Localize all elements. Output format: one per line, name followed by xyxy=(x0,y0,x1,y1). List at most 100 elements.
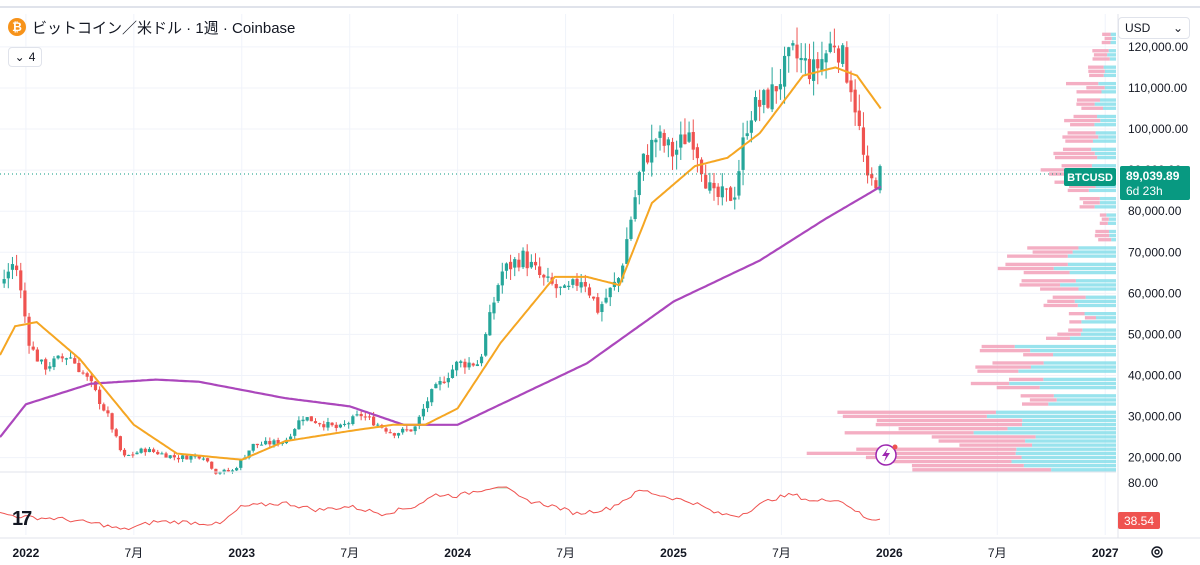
candle-body xyxy=(330,422,334,426)
volume-profile-up-bar xyxy=(1106,213,1116,217)
volume-profile-down-bar xyxy=(977,369,1019,373)
volume-profile-up-bar xyxy=(1088,188,1116,193)
candle-body xyxy=(77,363,81,373)
symbol-header[interactable]: ₿ ビットコイン／米ドル · 1週 · Coinbase xyxy=(8,16,295,38)
volume-profile-down-bar xyxy=(806,451,1016,456)
candle-body xyxy=(143,448,147,453)
indicators-toggle-button[interactable]: ⌄ 4 xyxy=(8,47,42,67)
candle-body xyxy=(641,153,646,172)
volume-profile-up-bar xyxy=(1078,287,1116,291)
volume-profile-up-bar xyxy=(1018,369,1116,373)
volume-profile-down-bar xyxy=(1081,106,1104,110)
candle-body xyxy=(699,159,704,175)
candle-body xyxy=(475,364,479,367)
chevron-down-icon: ⌄ xyxy=(1172,21,1183,35)
candle-body xyxy=(268,441,272,445)
volume-profile-up-bar xyxy=(1025,439,1116,443)
volume-profile-up-bar xyxy=(1091,147,1116,152)
volume-profile-down-bar xyxy=(1079,205,1095,209)
candle-body xyxy=(741,137,745,170)
candle-body xyxy=(517,259,521,268)
volume-profile-up-bar xyxy=(1103,106,1116,110)
ticker-tag-bg xyxy=(1064,168,1116,186)
x-tick-label: 2026 xyxy=(876,546,903,560)
candle-body xyxy=(363,416,367,418)
candle-body xyxy=(708,182,712,191)
candle-body xyxy=(251,443,255,451)
candle-body xyxy=(616,278,621,283)
volume-profile-down-bar xyxy=(938,439,1026,443)
volume-profile-up-bar xyxy=(1099,201,1116,205)
candle-body xyxy=(334,424,338,428)
volume-profile-down-bar xyxy=(887,459,1012,464)
volume-profile-down-bar xyxy=(1098,238,1112,242)
candle-body xyxy=(135,452,139,455)
volume-profile-up-bar xyxy=(1099,196,1116,201)
candle-body xyxy=(35,349,39,362)
volume-profile-down-bar xyxy=(1083,201,1100,205)
candle-body xyxy=(562,285,567,288)
volume-profile-up-bar xyxy=(1043,361,1116,365)
candle-body xyxy=(218,472,222,474)
candle-body xyxy=(737,171,741,196)
candle-body xyxy=(222,469,226,473)
volume-profile-up-bar xyxy=(1095,131,1116,135)
candle-body xyxy=(687,132,691,142)
volume-profile-down-bar xyxy=(975,365,1031,369)
volume-profile-up-bar xyxy=(1078,246,1116,250)
candle-body xyxy=(787,47,791,57)
candle-body xyxy=(372,416,376,426)
y-tick-label: 70,000.00 xyxy=(1128,245,1182,259)
y-tick-label: 120,000.00 xyxy=(1128,40,1188,54)
candle-body xyxy=(297,420,301,430)
volume-profile-up-bar xyxy=(1108,49,1116,53)
volume-profile-up-bar xyxy=(1081,320,1116,324)
volume-profile-up-bar xyxy=(1107,221,1116,225)
volume-profile-up-bar xyxy=(1015,451,1116,456)
x-tick-label: 7月 xyxy=(988,546,1007,560)
candle-body xyxy=(15,265,19,271)
candle-body xyxy=(504,263,509,271)
settings-gear-icon[interactable] xyxy=(1148,543,1166,561)
candle-body xyxy=(347,423,351,425)
candle-body xyxy=(488,312,492,336)
candle-body xyxy=(430,389,434,403)
volume-profile-down-bar xyxy=(992,361,1044,365)
candle-body xyxy=(396,433,401,436)
candle-body xyxy=(870,174,874,179)
volume-profile-down-bar xyxy=(970,381,1010,386)
candle-body xyxy=(592,296,596,299)
volume-profile-up-bar xyxy=(1056,398,1116,402)
volume-profile-down-bar xyxy=(981,344,1015,349)
volume-profile-up-bar xyxy=(1022,418,1116,423)
candle-body xyxy=(654,139,658,143)
ma-slow-line xyxy=(0,185,882,438)
volume-profile-up-bar xyxy=(1080,332,1116,336)
volume-profile-down-bar xyxy=(1023,353,1054,357)
volume-profile-down-bar xyxy=(837,410,996,414)
volume-profile-down-bar xyxy=(1046,336,1070,340)
volume-profile-down-bar xyxy=(1088,65,1104,69)
candle-body xyxy=(874,180,878,189)
candle-body xyxy=(322,424,326,428)
volume-profile-down-bar xyxy=(1064,118,1101,123)
candle-body xyxy=(729,187,733,201)
volume-profile-up-bar xyxy=(1053,266,1116,271)
volume-profile-up-bar xyxy=(1092,139,1116,143)
candle-body xyxy=(68,357,73,359)
candle-body xyxy=(712,182,716,189)
x-tick-label: 2027 xyxy=(1092,546,1119,560)
candle-body xyxy=(604,297,608,303)
candle-body xyxy=(716,186,720,197)
candle-body xyxy=(39,359,44,362)
volume-profile-down-bar xyxy=(1089,73,1104,78)
y-tick-label: 110,000.00 xyxy=(1128,81,1187,95)
volume-profile-down-bar xyxy=(844,431,974,435)
flash-icon[interactable] xyxy=(875,444,898,466)
y-tick-label: 100,000.00 xyxy=(1128,122,1188,136)
candle-body xyxy=(500,271,504,286)
currency-select[interactable]: USD ⌄ xyxy=(1118,17,1190,39)
candle-body xyxy=(384,428,388,432)
candle-body xyxy=(828,43,832,52)
